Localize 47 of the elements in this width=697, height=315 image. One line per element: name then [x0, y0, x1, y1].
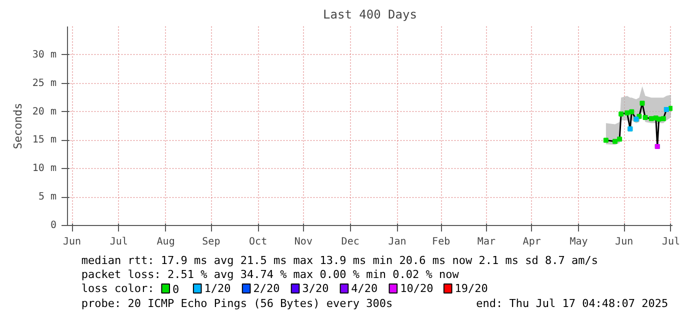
point: [642, 114, 648, 120]
y-tick-label: 0: [50, 220, 57, 231]
x-tick-label: Mar: [477, 236, 496, 248]
text: median rtt: 17.9 ms avg 21.5 ms max 13.9 ms min 20.6 ms now 2.1 ms sd 8.7 am/s: [81, 254, 598, 267]
legend-label: 4/20: [351, 282, 378, 295]
chart-title: Last 400 Days: [323, 8, 417, 22]
x-tick-label: Aug: [156, 236, 175, 248]
x-tick-label: Jan: [388, 236, 406, 248]
text: end: Thu Jul 17 04:48:07 2025: [476, 297, 668, 310]
point: [648, 116, 654, 122]
point: [617, 136, 622, 142]
legend-title: loss color:: [81, 282, 154, 295]
point: [668, 106, 672, 111]
x-tick-label: Nov: [294, 236, 312, 248]
y-tick-label: 10 m: [32, 163, 57, 174]
x-tick-label: Dec: [341, 236, 360, 248]
x-tick-label: Jun: [63, 236, 82, 248]
point: [660, 116, 666, 122]
legend-label: 1/20: [204, 282, 231, 295]
x-tick-label: Apr: [522, 236, 541, 248]
legend-label: 19/20: [454, 282, 488, 295]
y-tick-label: 30 m: [32, 49, 57, 60]
point: [612, 138, 618, 144]
point: [624, 110, 630, 116]
x-tick-label: Jul: [662, 236, 680, 248]
y-tick-label: 20 m: [32, 106, 57, 118]
x-tick-label: Jun: [615, 236, 634, 248]
x-tick-label: Oct: [249, 236, 268, 248]
point: [618, 112, 624, 117]
y-axis-title: Seconds: [11, 102, 24, 150]
legend-label: 2/20: [253, 282, 280, 295]
text: probe: 20 ICMP Echo Pings (56 Bytes) every 300s: [81, 297, 393, 310]
x-tick-label: May: [570, 236, 588, 248]
legend-label: 10/20: [400, 282, 434, 295]
y-tick-label: 5 m: [38, 192, 56, 203]
y-tick-label: 15 m: [32, 134, 57, 146]
text: packet loss: 2.51 % avg 34.74 % max 0.00 % min 0.02 % now: [81, 268, 460, 281]
point: [656, 116, 662, 122]
x-tick-label: Jul: [110, 236, 128, 248]
legend-label: 3/20: [302, 282, 329, 295]
point: [603, 138, 608, 143]
x-tick-label: Feb: [432, 236, 450, 248]
legend-label: 0: [172, 283, 180, 296]
point: [629, 109, 634, 114]
x-tick-label: Sep: [202, 236, 220, 248]
y-tick-label: 25 m: [32, 78, 57, 89]
point: [640, 100, 645, 106]
